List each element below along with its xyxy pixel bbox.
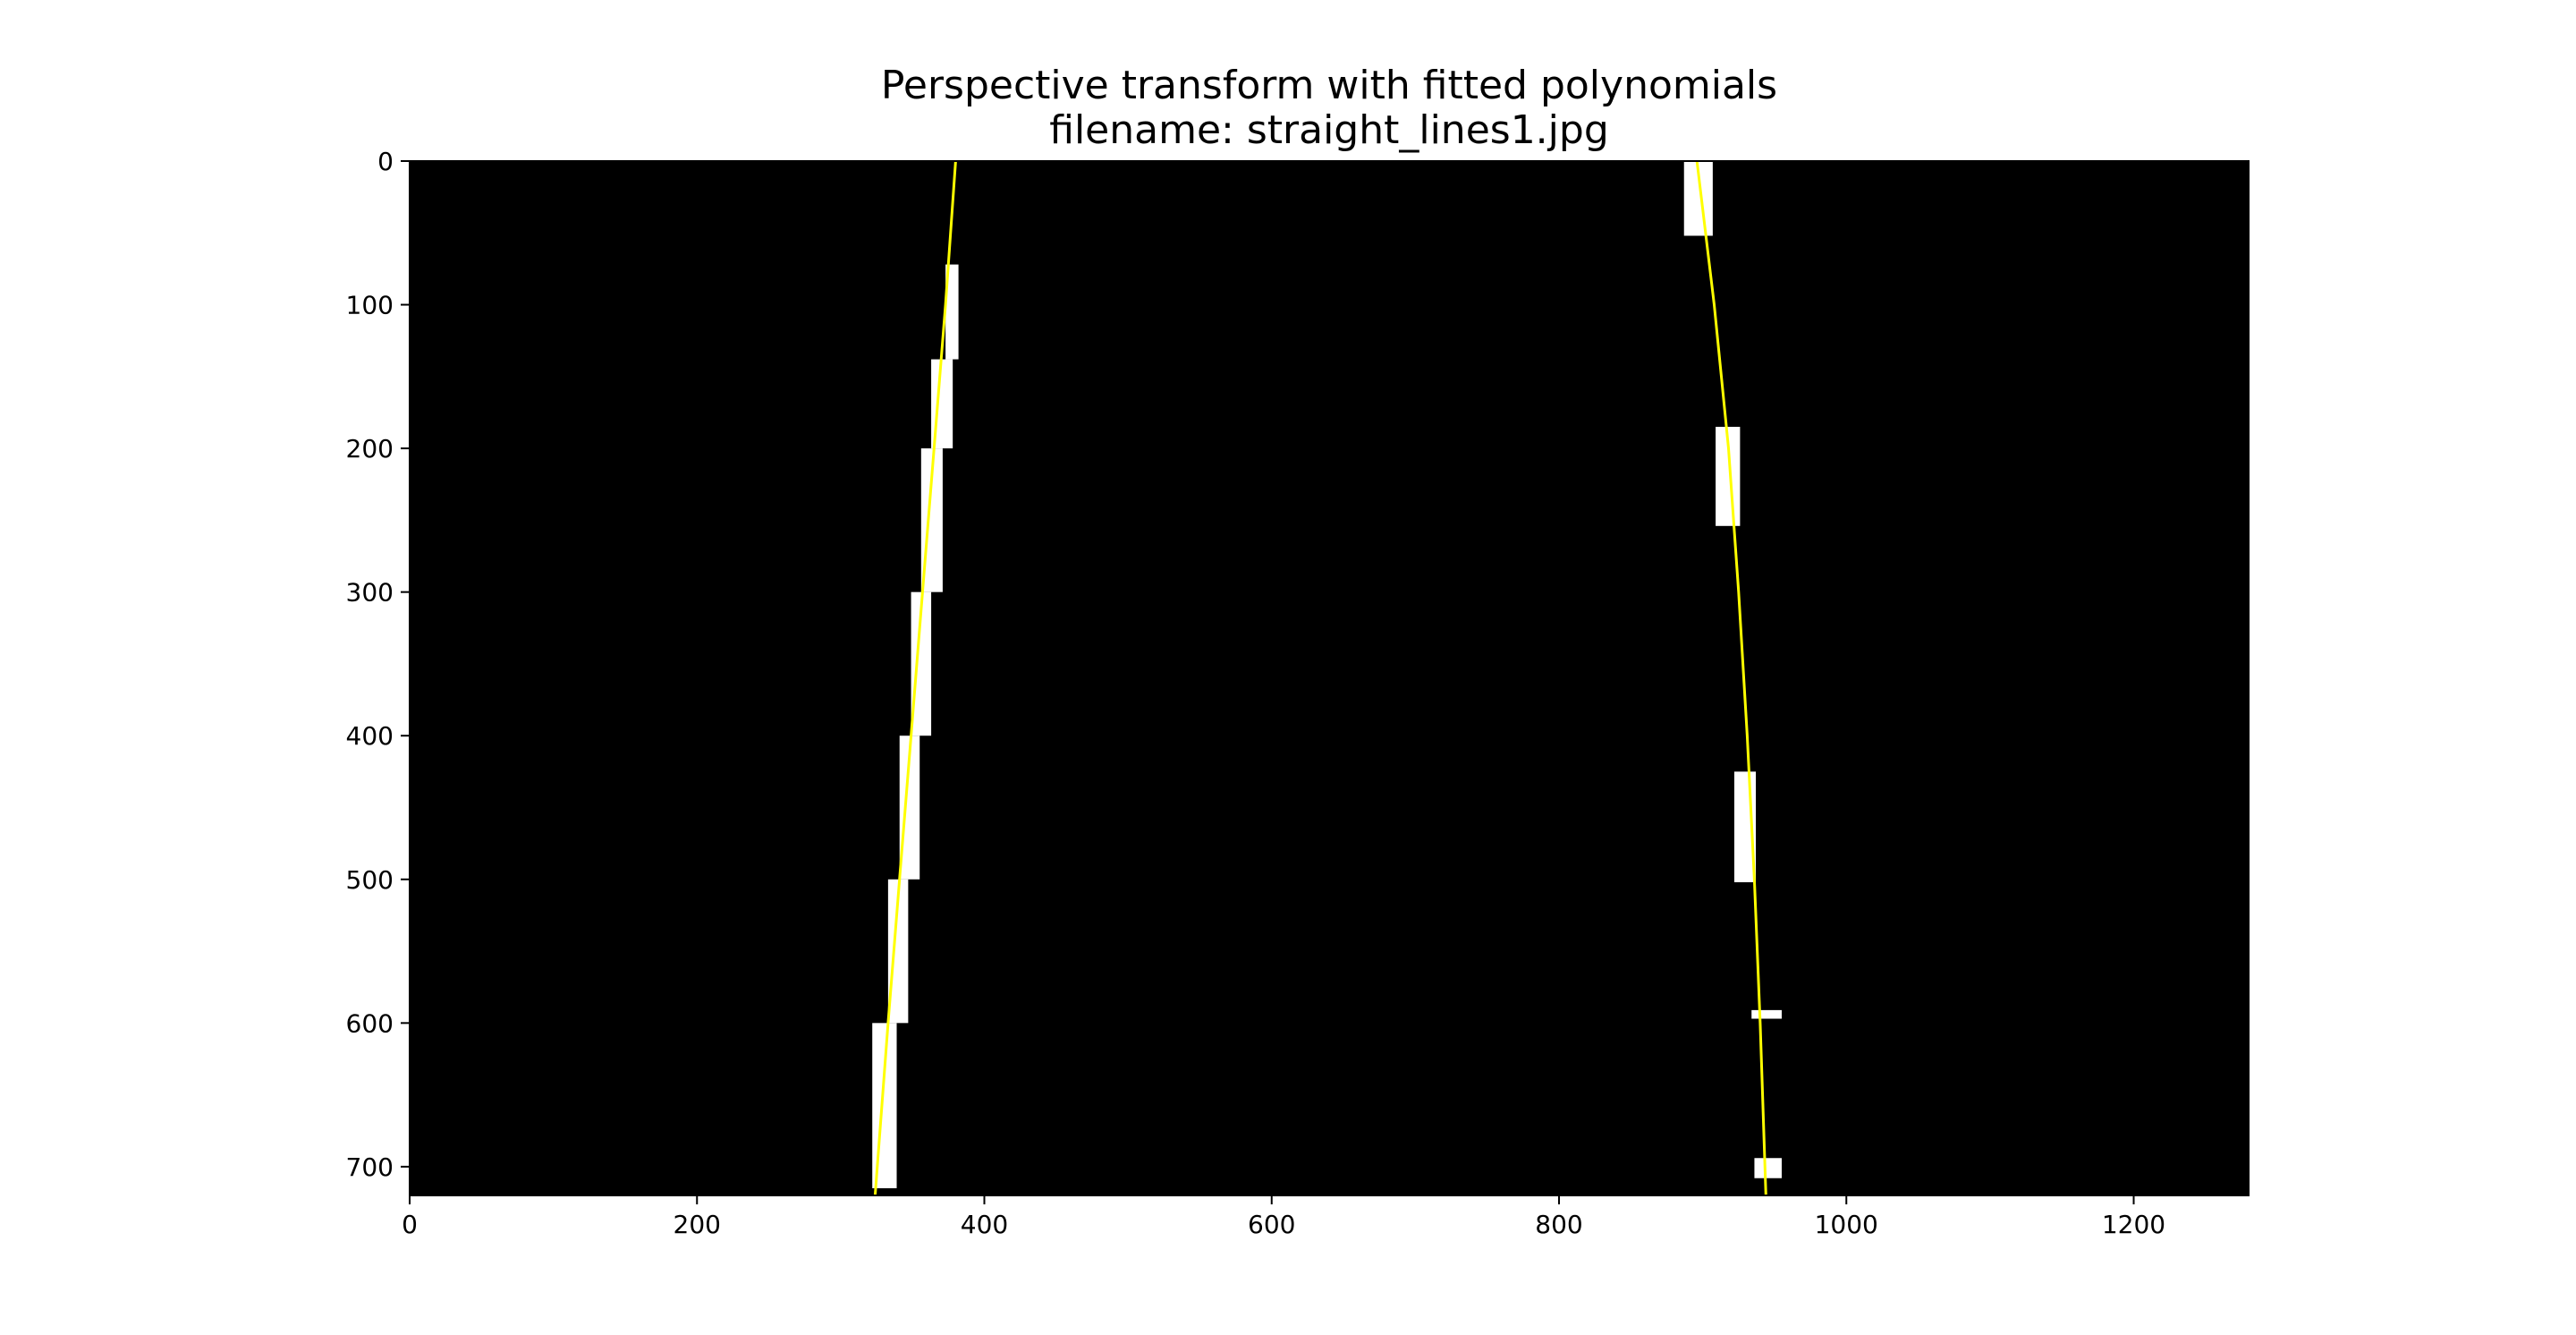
- lane-pixel-region: [1751, 1009, 1782, 1019]
- y-tick-label: 300: [346, 578, 394, 608]
- y-tick-label: 0: [377, 147, 394, 176]
- lane-pixel-region: [945, 264, 959, 360]
- lane-pixel-region: [887, 879, 909, 1024]
- y-tick-label: 200: [346, 434, 394, 463]
- y-tick-label: 500: [346, 865, 394, 895]
- right-lane-fit-line: [1695, 160, 1767, 1196]
- y-tick-label: 700: [346, 1152, 394, 1182]
- x-tick-label: 1200: [2102, 1210, 2165, 1239]
- image-plot-area: [410, 161, 2249, 1195]
- x-tick-label: 600: [1248, 1210, 1295, 1239]
- y-axis: 0 100 200 300 400 500 600 700: [346, 147, 410, 1182]
- x-tick-label: 1000: [1815, 1210, 1878, 1239]
- lane-pixel-region: [872, 1023, 897, 1188]
- x-tick-label: 400: [961, 1210, 1008, 1239]
- x-tick-label: 0: [402, 1210, 418, 1239]
- lane-pixel-region: [899, 736, 920, 880]
- x-tick-label: 200: [674, 1210, 721, 1239]
- x-axis: 0 200 400 600 800 1000 1200: [402, 1195, 2165, 1239]
- x-tick-label: 800: [1535, 1210, 1582, 1239]
- lane-pixel-region: [1754, 1158, 1782, 1178]
- chart-subtitle: filename: straight_lines1.jpg: [1049, 107, 1609, 153]
- y-tick-label: 400: [346, 721, 394, 751]
- left-lane-fit-line: [873, 160, 957, 1196]
- y-tick-label: 100: [346, 291, 394, 320]
- fitted-polynomials-layer: [873, 160, 1767, 1196]
- lane-pixel-region: [911, 591, 932, 736]
- y-tick-label: 600: [346, 1008, 394, 1038]
- chart-title: Perspective transform with fitted polyno…: [881, 63, 1777, 108]
- plot-frame: [409, 160, 2250, 1196]
